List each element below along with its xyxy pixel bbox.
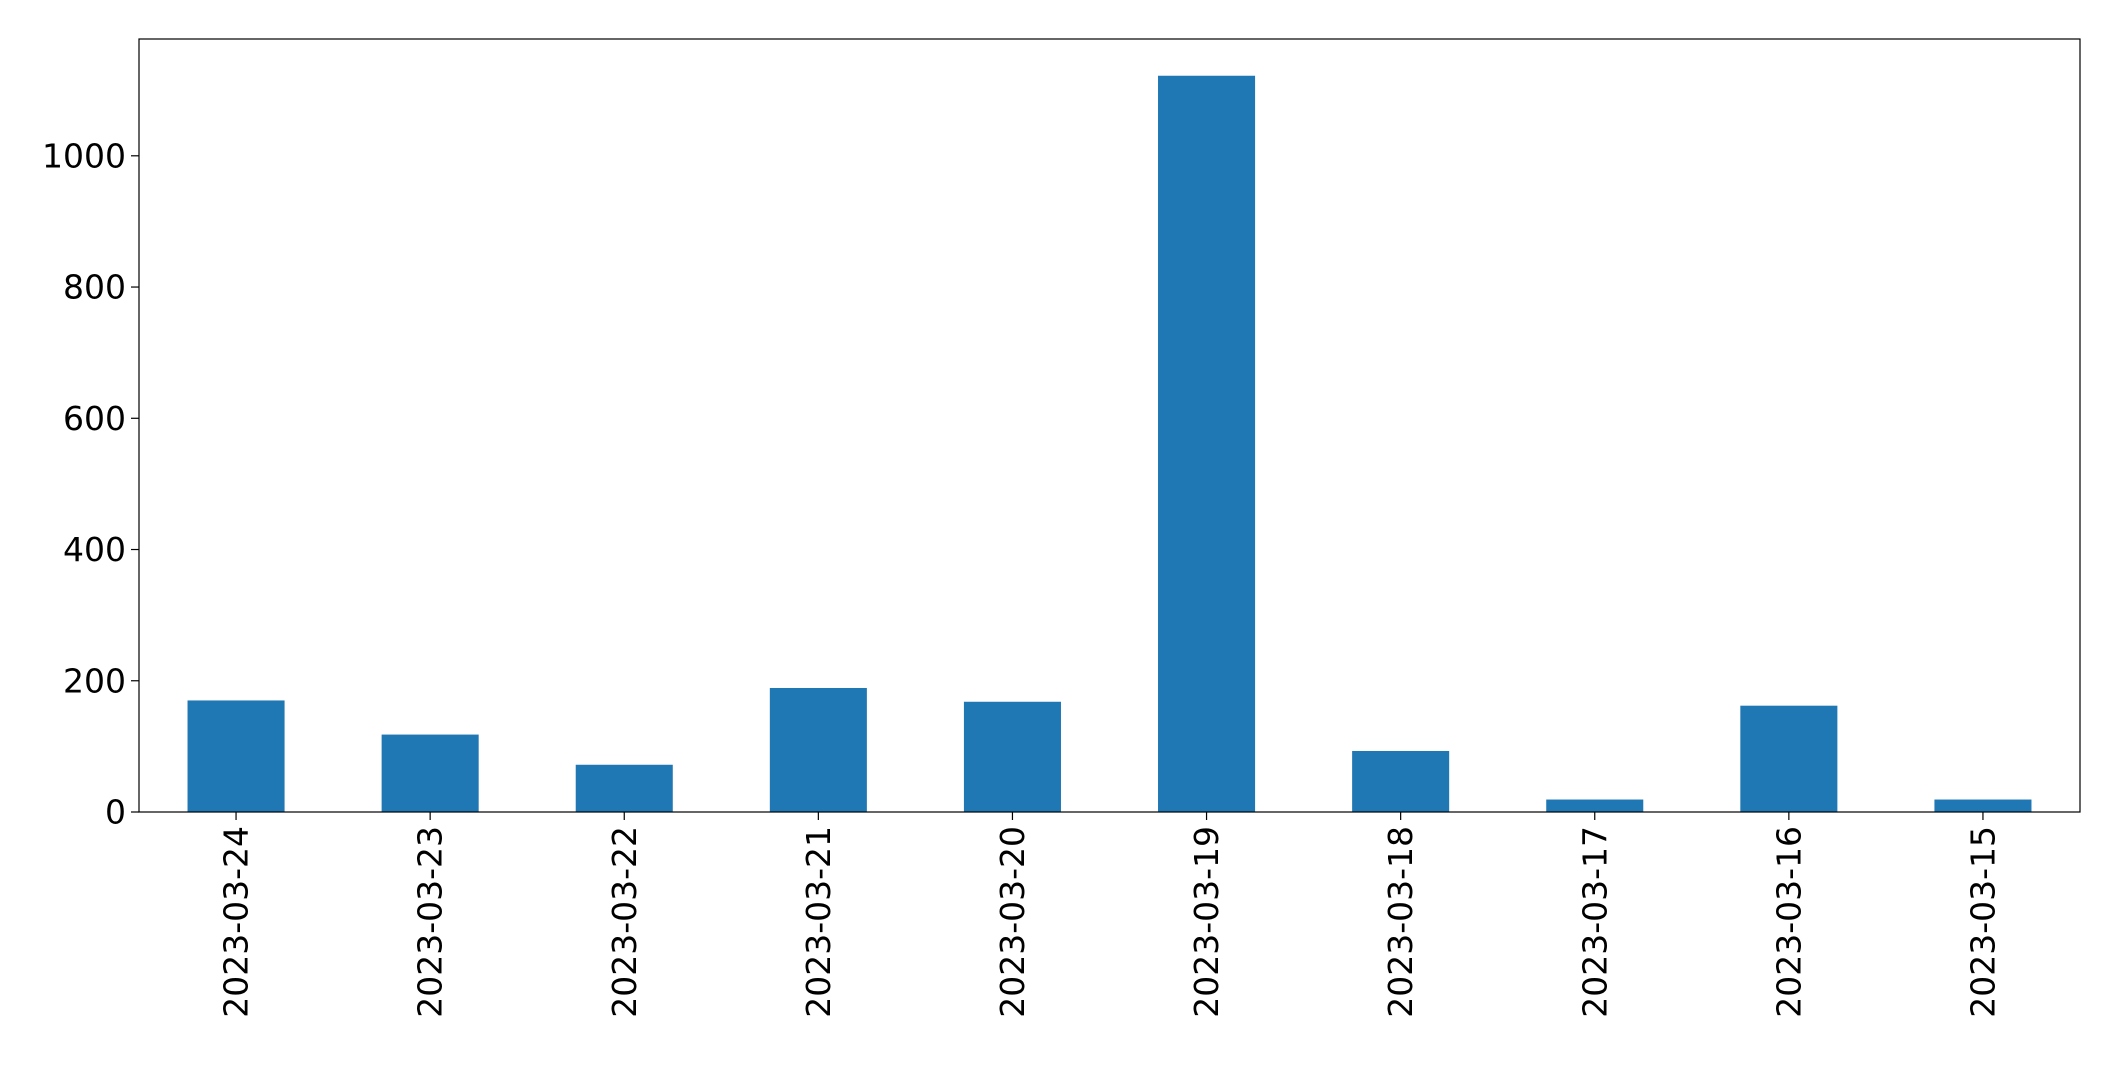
y-tick-label: 400 (63, 530, 126, 569)
x-tick-label: 2023-03-16 (1769, 826, 1808, 1018)
bar-2023-03-16 (1740, 705, 1838, 812)
bar-2023-03-20 (963, 701, 1061, 812)
x-tick-label: 2023-03-24 (217, 826, 256, 1018)
ticks-layer: 0 200 400 600 800 1000 2023-03-24 2023-03-23 202… (42, 136, 2002, 1017)
bar-2023-03-17 (1546, 799, 1644, 812)
bar-2023-03-22 (575, 764, 673, 812)
x-tick-label: 2023-03-18 (1381, 826, 1420, 1018)
x-tick-label: 2023-03-23 (411, 826, 450, 1018)
plot-frame (138, 38, 2081, 813)
bar-2023-03-21 (769, 687, 867, 812)
x-tick-label: 2023-03-19 (1187, 826, 1226, 1018)
y-tick-label: 800 (63, 268, 126, 307)
y-tick-label: 1000 (42, 136, 126, 175)
bar-2023-03-15 (1934, 799, 2032, 812)
bar-2023-03-19 (1158, 75, 1256, 813)
y-tick-label: 0 (105, 793, 126, 832)
axes-layer (138, 38, 2081, 813)
bars-layer (187, 75, 2032, 813)
x-tick-label: 2023-03-21 (799, 826, 838, 1018)
y-tick-label: 600 (63, 399, 126, 438)
x-tick-label: 2023-03-15 (1963, 826, 2002, 1018)
bar-2023-03-23 (381, 734, 479, 812)
y-tick-label: 200 (63, 661, 126, 700)
x-tick-label: 2023-03-20 (993, 826, 1032, 1018)
x-tick-label: 2023-03-17 (1575, 826, 1614, 1018)
bar-2023-03-24 (187, 700, 285, 812)
x-tick-label: 2023-03-22 (605, 826, 644, 1018)
bar-2023-03-18 (1352, 750, 1450, 812)
